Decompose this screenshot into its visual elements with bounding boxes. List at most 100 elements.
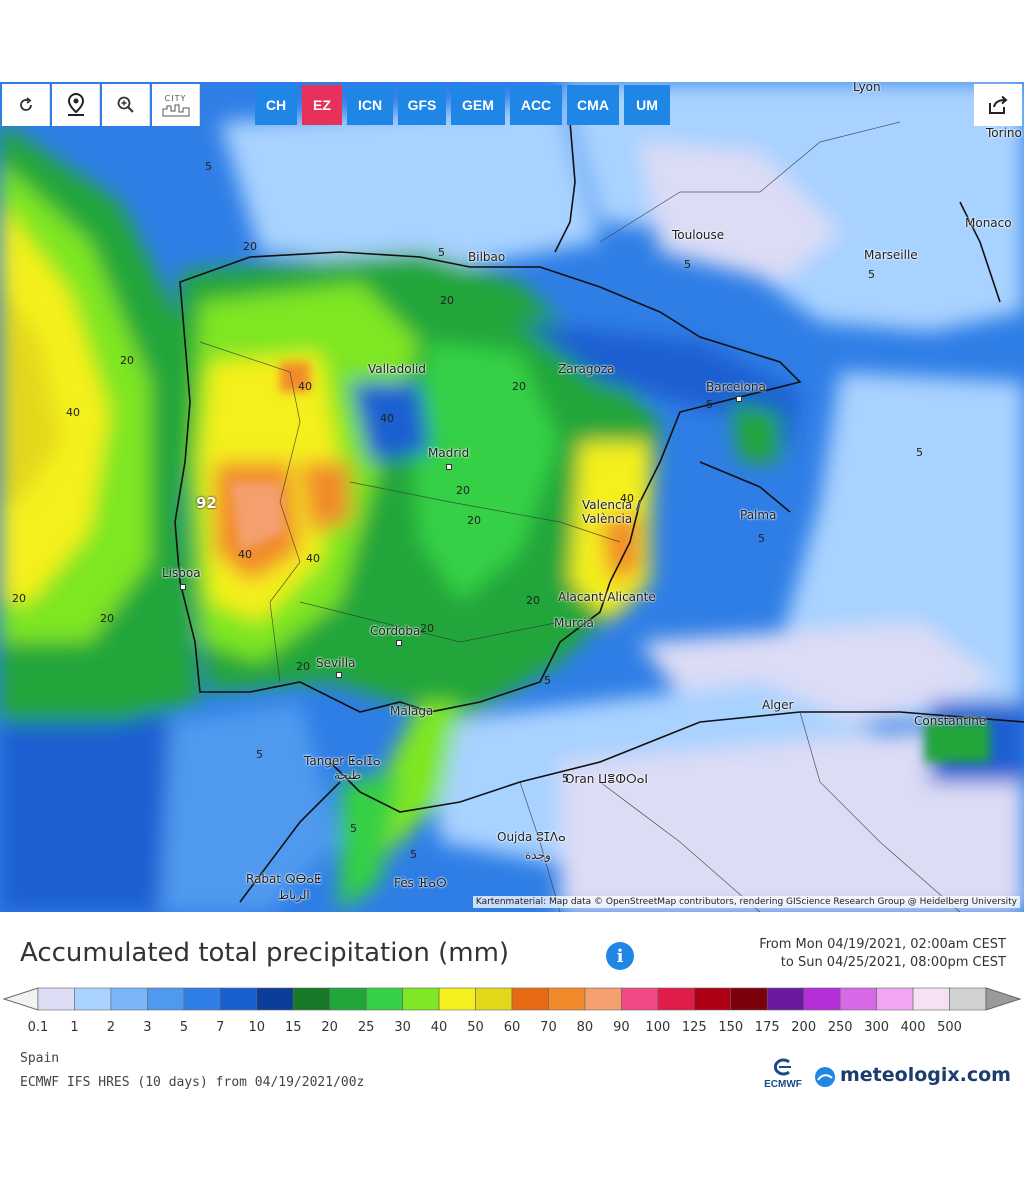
contour-label: 5 [916, 446, 923, 459]
contour-label: 40 [380, 412, 394, 425]
legend-tick-label: 90 [613, 1020, 630, 1035]
time-period: From Mon 04/19/2021, 02:00am CEST to Sun… [759, 936, 1006, 972]
color-legend [2, 987, 1022, 1011]
contour-label: 20 [120, 354, 134, 367]
contour-label: 5 [706, 398, 713, 411]
legend-swatch [475, 987, 513, 1011]
city-murcia[interactable]: Murcia [554, 616, 594, 630]
model-button-gem[interactable]: GEM [451, 85, 505, 125]
city-marker [396, 640, 402, 646]
city-rabat[interactable]: Rabat ⵕⴱⴰⵟ [246, 872, 322, 886]
city-oujda[interactable]: Oujda ⵓⵊⴷⴰ [497, 830, 566, 844]
city-valencia[interactable]: Valencia / València [582, 498, 641, 526]
legend-swatch [402, 987, 440, 1011]
city-barcelona[interactable]: Barcelona [706, 380, 766, 394]
city-zaragoza[interactable]: Zaragoza [558, 362, 615, 376]
legend-tick-label: 400 [900, 1020, 926, 1035]
city-alger[interactable]: Alger [762, 698, 794, 712]
city-toggle-button[interactable]: CITY [152, 84, 200, 126]
legend-swatch [183, 987, 221, 1011]
legend-tick-label: 7 [216, 1020, 225, 1035]
refresh-button[interactable] [2, 84, 50, 126]
legend-tick-label: 150 [718, 1020, 744, 1035]
contour-label: 20 [100, 612, 114, 625]
city-lisboa[interactable]: Lisboa [162, 566, 201, 580]
share-button[interactable] [974, 84, 1022, 126]
contour-label: 5 [562, 772, 569, 785]
contour-label: 20 [526, 594, 540, 607]
model-button-ez[interactable]: EZ [302, 85, 342, 125]
contour-label: 40 [620, 492, 634, 505]
city-tanger[interactable]: Tanger ⵟⴰⵏⵊⴰ [304, 754, 381, 768]
city-torino[interactable]: Torino [986, 126, 1022, 140]
contour-label: 5 [205, 160, 212, 173]
model-button-gfs[interactable]: GFS [398, 85, 446, 125]
map-attribution: Kartenmaterial: Map data © OpenStreetMap… [472, 896, 1020, 908]
legend-tick-label: 1 [70, 1020, 79, 1035]
city-bilbao[interactable]: Bilbao [468, 250, 506, 264]
city-fes[interactable]: Fès ⴼⴰⵙ [394, 876, 447, 890]
city-cordoba[interactable]: Córdoba [370, 624, 421, 638]
city-toulouse[interactable]: Toulouse [672, 228, 725, 242]
meteologix-brand[interactable]: meteologix.com [840, 1064, 1011, 1086]
city-sevilla[interactable]: Sevilla [316, 656, 356, 670]
contour-label: 20 [440, 294, 454, 307]
contour-label: 40 [238, 548, 252, 561]
contour-label: 20 [12, 592, 26, 605]
legend-swatch [292, 987, 330, 1011]
precipitation-map[interactable]: Lyon Torino Monaco Toulouse Marseille Bi… [0, 82, 1024, 912]
legend-tick-label: 25 [357, 1020, 375, 1035]
ecmwf-logo-text: ECMWF [764, 1079, 802, 1090]
contour-label: 20 [420, 622, 434, 635]
city-lyon[interactable]: Lyon [853, 82, 881, 94]
legend-tick-label: 100 [645, 1020, 671, 1035]
contour-label: 5 [544, 674, 551, 687]
period-from: From Mon 04/19/2021, 02:00am CEST [759, 937, 1006, 952]
legend-swatch [147, 987, 185, 1011]
city-valladolid[interactable]: Valladolid [368, 362, 426, 376]
legend-swatch [876, 987, 914, 1011]
city-constantine[interactable]: Constantine [914, 714, 987, 728]
model-button-ch[interactable]: CH [255, 85, 297, 125]
refresh-icon [19, 97, 32, 111]
contour-label: 5 [684, 258, 691, 271]
city-rabat-arabic[interactable]: الرباط [278, 888, 310, 902]
legend-swatch [365, 987, 403, 1011]
legend-swatch [657, 987, 695, 1011]
contour-label: 5 [350, 822, 357, 835]
legend-tick-label: 30 [394, 1020, 411, 1035]
city-alicante[interactable]: Alacant/Alicante [558, 590, 656, 604]
legend-tick-label: 40 [430, 1020, 448, 1035]
city-oran[interactable]: Oran ⵡⴻⵀⵔⴰⵏ [565, 772, 648, 786]
map-canvas [0, 82, 1024, 912]
city-tanger-arabic[interactable]: طنجة [334, 768, 362, 782]
legend-swatch [511, 987, 549, 1011]
model-button-acc[interactable]: ACC [510, 85, 562, 125]
legend-swatch [803, 987, 841, 1011]
city-palma[interactable]: Palma [740, 508, 777, 522]
legend-tick-label: 2 [106, 1020, 116, 1035]
city-madrid[interactable]: Madrid [428, 446, 470, 460]
location-button[interactable] [52, 84, 100, 126]
legend-swatch [766, 987, 804, 1011]
city-malaga[interactable]: Málaga [390, 704, 434, 718]
legend-tick-label: 20 [321, 1020, 338, 1035]
city-monaco[interactable]: Monaco [965, 216, 1012, 230]
contour-label: 5 [758, 532, 765, 545]
model-button-icn[interactable]: ICN [347, 85, 393, 125]
legend-swatch [37, 987, 75, 1011]
legend-swatch [839, 987, 877, 1011]
legend-tick-label: 10 [248, 1020, 266, 1035]
legend-swatch [730, 987, 768, 1011]
model-button-cma[interactable]: CMA [567, 85, 619, 125]
contour-label: 5 [868, 268, 875, 281]
city-marseille[interactable]: Marseille [864, 248, 918, 262]
zoom-button[interactable] [102, 84, 150, 126]
info-icon[interactable]: i [606, 942, 634, 970]
contour-label: 40 [66, 406, 80, 419]
city-oujda-arabic[interactable]: وجدة [525, 848, 551, 862]
legend-swatch [548, 987, 586, 1011]
model-button-um[interactable]: UM [624, 85, 670, 125]
contour-label: 20 [467, 514, 481, 527]
legend-tick-label: 60 [503, 1020, 521, 1035]
